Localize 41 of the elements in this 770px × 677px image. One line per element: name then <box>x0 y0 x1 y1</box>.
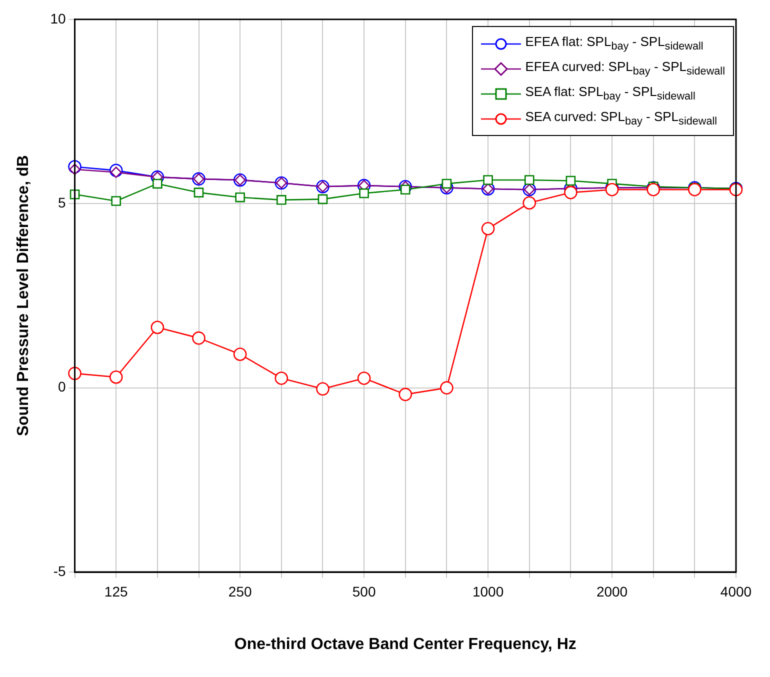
x-tick-label: 2000 <box>596 583 628 600</box>
point <box>274 372 288 385</box>
point <box>316 382 330 396</box>
point <box>318 194 328 204</box>
point <box>111 196 121 206</box>
point <box>398 388 412 402</box>
point <box>152 178 162 189</box>
point <box>194 188 204 198</box>
point <box>483 175 493 185</box>
point <box>276 195 286 205</box>
legend-label: EFEA flat: SPL$_{bay}$ - SPL$_{sidewall}$ <box>525 34 704 53</box>
point <box>150 320 164 334</box>
x-tick-label: 1000 <box>472 583 504 600</box>
point <box>109 370 123 384</box>
legend-label: EFEA curved: SPL$_{bay}$ - SPL$_{sidewall}$ <box>525 59 725 78</box>
point <box>566 176 576 186</box>
y-tick-label: -5 <box>53 562 66 579</box>
point <box>235 192 245 202</box>
legend-label: SEA curved: SPL$_{bay}$ - SPL$_{sidewall}$ <box>525 109 718 128</box>
y-tick-label: 5 <box>58 194 66 210</box>
x-tick-label: 125 <box>104 583 128 600</box>
point <box>564 186 578 200</box>
point <box>481 222 495 236</box>
point <box>233 348 247 361</box>
y-tick-label: 10 <box>50 10 66 26</box>
point <box>192 331 206 345</box>
x-tick-label: 500 <box>352 583 376 600</box>
legend-label: SEA flat: SPL$_{bay}$ - SPL$_{sidewall}$ <box>525 84 696 103</box>
y-tick-label: 0 <box>58 378 66 395</box>
point <box>357 372 371 385</box>
x-axis-title: One-third Octave Band Center Frequency, Hz <box>234 636 576 653</box>
point <box>524 175 534 185</box>
point <box>110 166 122 178</box>
point <box>440 381 454 394</box>
point <box>400 184 410 194</box>
point <box>522 196 536 210</box>
y-axis-title: Sound Pressure Level Difference, dB <box>15 155 32 436</box>
point <box>442 178 452 189</box>
x-tick-label: 250 <box>228 583 252 600</box>
x-tick-label: 4000 <box>720 583 752 600</box>
point <box>359 188 369 198</box>
